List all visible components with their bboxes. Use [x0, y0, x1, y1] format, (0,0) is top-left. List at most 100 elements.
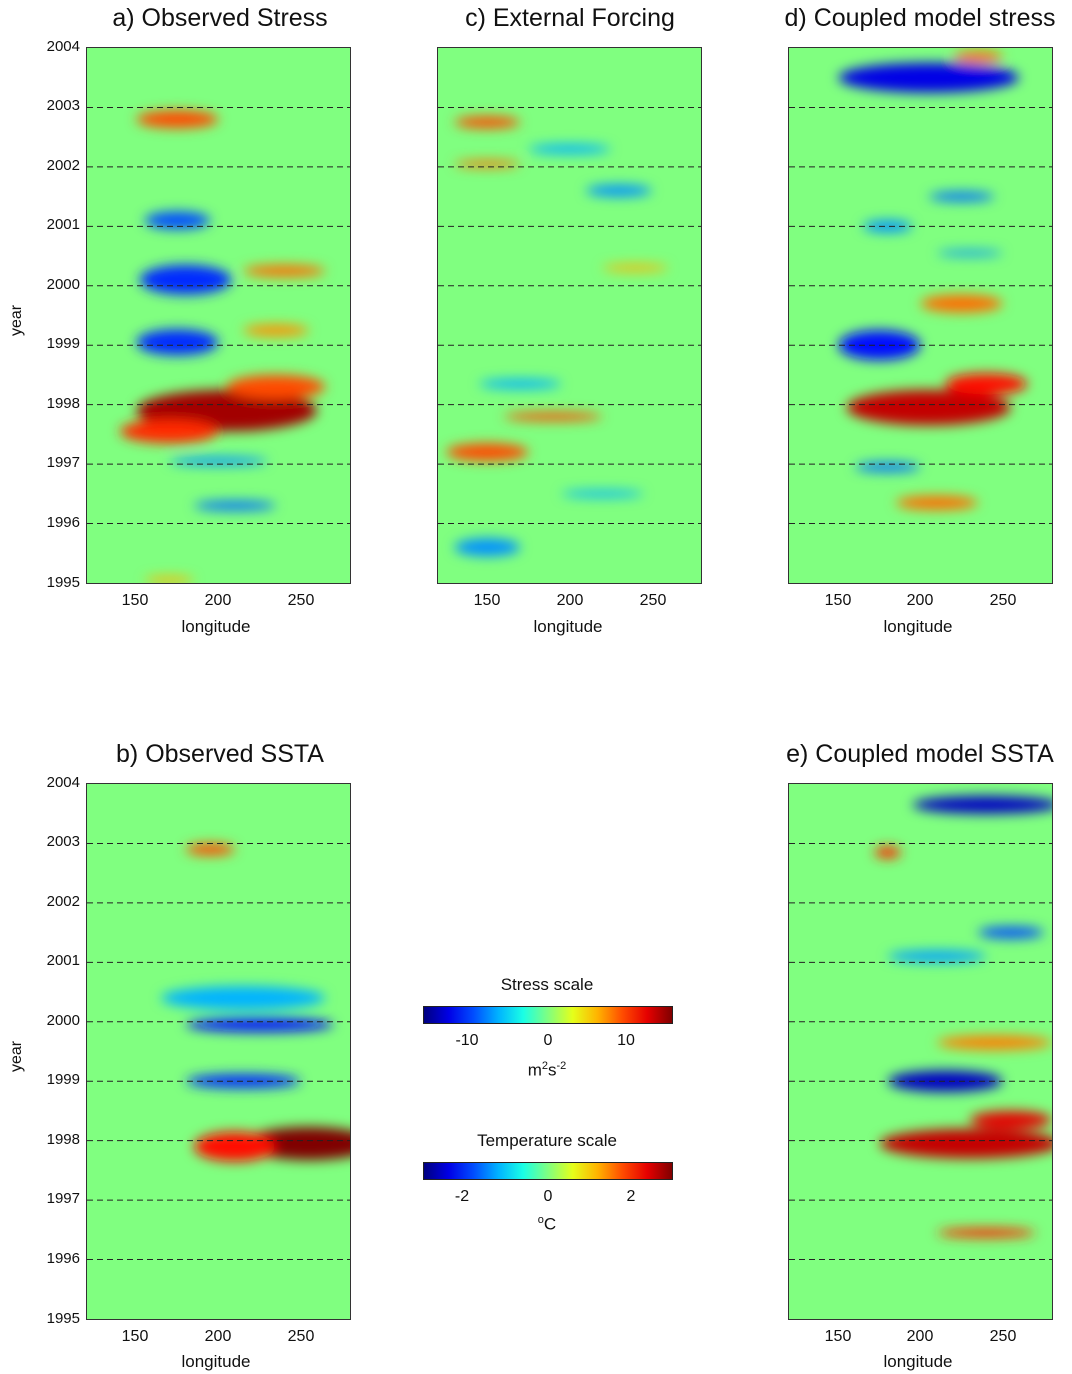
heatmap-anomaly: [144, 211, 211, 230]
y-tick: 1997: [46, 1190, 80, 1207]
heatmap-anomaly: [185, 1074, 301, 1089]
heatmap-anomaly: [969, 1111, 1052, 1129]
y-tick: 2002: [46, 893, 80, 910]
heatmap-anomaly: [503, 412, 603, 421]
x-axis-label: longitude: [181, 617, 251, 636]
x-tick: 200: [204, 592, 232, 609]
heatmap-anomaly: [136, 110, 219, 129]
x-tick: 200: [906, 1328, 934, 1345]
y-tick: 2004: [46, 38, 80, 55]
panel-b-heatmap: [86, 783, 351, 1320]
temperature-unit-base: C: [543, 1214, 557, 1234]
heatmap-anomaly: [846, 389, 1011, 426]
y-tick: 1996: [46, 514, 80, 531]
x-tick: 200: [204, 1328, 232, 1345]
y-tick: 1998: [46, 395, 80, 412]
x-tick: 250: [989, 1328, 1017, 1345]
y-tick: 1997: [46, 454, 80, 471]
y-tick: 2003: [46, 97, 80, 114]
heatmap-anomaly: [226, 374, 326, 399]
stress-unit-mid: s: [548, 1060, 557, 1080]
y-tick: 1998: [46, 1131, 80, 1148]
x-axis-label: longitude: [181, 1352, 251, 1371]
heatmap-anomaly: [193, 1131, 276, 1162]
heatmap-anomaly: [887, 950, 987, 963]
temperature-unit-sup: o: [537, 1214, 544, 1226]
x-tick: 150: [121, 592, 149, 609]
panel-e-title: e) Coupled model SSTA: [786, 740, 1054, 768]
heatmap-svg: [438, 48, 701, 583]
panel-c-heatmap: [437, 47, 702, 584]
y-tick: 1999: [46, 1071, 80, 1088]
heatmap-anomaly: [119, 419, 219, 444]
heatmap-anomaly: [887, 1070, 1003, 1092]
heatmap-anomaly: [862, 220, 913, 233]
heatmap-anomaly: [185, 1017, 334, 1032]
heatmap-anomaly: [185, 843, 235, 856]
heatmap-background: [789, 48, 1052, 583]
y-tick: 2000: [46, 276, 80, 293]
x-tick: 150: [824, 592, 852, 609]
y-tick: 1999: [46, 335, 80, 352]
heatmap-anomaly: [854, 462, 921, 472]
heatmap-anomaly: [920, 294, 1003, 313]
y-axis-label-bottom: year: [8, 1040, 25, 1072]
stress-tick: -10: [455, 1032, 479, 1049]
temperature-scale-title: Temperature scale: [477, 1131, 617, 1150]
stress-unit: m2s-2: [528, 1060, 567, 1081]
temperature-tick: 2: [626, 1188, 636, 1205]
heatmap-svg: [87, 48, 350, 583]
panel-c-title: c) External Forcing: [465, 4, 675, 32]
x-axis-label: longitude: [533, 617, 603, 636]
x-tick: 150: [824, 1328, 852, 1345]
heatmap-anomaly: [838, 62, 1020, 93]
y-tick: 2004: [46, 774, 80, 791]
y-tick: 2001: [46, 216, 80, 233]
heatmap-anomaly: [454, 116, 521, 129]
heatmap-anomaly: [895, 495, 978, 510]
heatmap-anomaly: [879, 1128, 1052, 1159]
y-tick: 1995: [46, 574, 80, 591]
stress-scale-title: Stress scale: [500, 975, 594, 994]
heatmap-anomaly: [243, 265, 326, 277]
x-tick: 150: [121, 1328, 149, 1345]
x-tick: 250: [989, 592, 1017, 609]
heatmap-anomaly: [161, 986, 326, 1010]
heatmap-anomaly: [936, 250, 1003, 257]
heatmap-background: [789, 784, 1052, 1319]
temperature-tick: -2: [454, 1188, 470, 1205]
y-tick: 2001: [46, 952, 80, 969]
y-tick: 1995: [46, 1310, 80, 1327]
temperature-colorbar: [423, 1162, 673, 1180]
heatmap-anomaly: [874, 846, 901, 859]
heatmap-anomaly: [978, 926, 1044, 939]
heatmap-svg: [789, 784, 1052, 1319]
x-tick: 250: [639, 592, 667, 609]
heatmap-anomaly: [454, 538, 521, 557]
heatmap-anomaly: [454, 160, 521, 168]
heatmap-anomaly: [446, 443, 529, 462]
panel-a-title: a) Observed Stress: [112, 4, 328, 32]
panel-d-title: d) Coupled model stress: [784, 4, 1056, 32]
heatmap-anomaly: [945, 373, 1028, 395]
stress-tick: 10: [617, 1032, 635, 1049]
heatmap-anomaly: [528, 144, 611, 154]
heatmap-anomaly: [479, 379, 562, 389]
panel-a-heatmap: [86, 47, 351, 584]
panel-d-heatmap: [788, 47, 1053, 584]
panel-b-title: b) Observed SSTA: [116, 740, 324, 768]
heatmap-background: [87, 784, 350, 1319]
heatmap-anomaly: [937, 1228, 1036, 1238]
stress-unit-sup2: -2: [556, 1060, 567, 1072]
heatmap-background: [87, 48, 350, 583]
y-tick: 2002: [46, 157, 80, 174]
heatmap-svg: [789, 48, 1052, 583]
x-axis-label: longitude: [883, 1352, 953, 1371]
heatmap-anomaly: [139, 264, 232, 295]
heatmap-anomaly: [136, 329, 219, 356]
heatmap-anomaly: [561, 490, 644, 498]
x-tick: 150: [473, 592, 501, 609]
y-axis-label-top: year: [8, 304, 25, 336]
x-tick: 250: [287, 592, 315, 609]
heatmap-anomaly: [928, 191, 995, 202]
